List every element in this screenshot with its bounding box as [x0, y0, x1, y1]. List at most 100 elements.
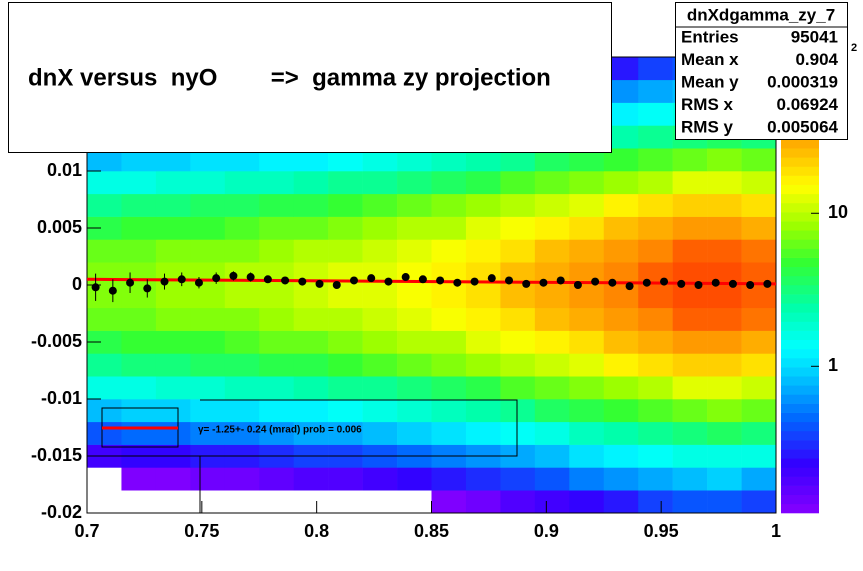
- heatmap-cell: [672, 193, 708, 217]
- heatmap-cell: [293, 421, 329, 445]
- heatmap-cell: [259, 467, 294, 491]
- heatmap-cell: [293, 239, 329, 263]
- heatmap-cell: [534, 171, 570, 195]
- heatmap-cell: [603, 193, 639, 217]
- color-band: [781, 312, 819, 322]
- stats-label: Mean x: [681, 50, 739, 69]
- heatmap-cell: [121, 307, 157, 331]
- heatmap-cell: [87, 148, 122, 172]
- color-band: [781, 476, 819, 486]
- heatmap-cell: [259, 376, 294, 400]
- heatmap-cell: [638, 490, 673, 514]
- color-band: [781, 175, 819, 185]
- heatmap-cell: [259, 216, 294, 240]
- legend-frame: [87, 399, 518, 457]
- heatmap-cell: [259, 353, 294, 377]
- heatmap-cell: [362, 307, 398, 331]
- color-band: [781, 230, 819, 240]
- heatmap-cell: [293, 467, 329, 491]
- heatmap-cell: [328, 285, 363, 309]
- heatmap-cell: [87, 216, 122, 240]
- heatmap-cell: [707, 193, 742, 217]
- stats-value: 0.904: [795, 50, 838, 69]
- heatmap-cell: [259, 148, 294, 172]
- heatmap-cell: [190, 193, 226, 217]
- heatmap-cell: [741, 193, 777, 217]
- heatmap-cell: [741, 490, 777, 514]
- profile-point: [505, 276, 514, 285]
- heatmap-cell: [672, 148, 708, 172]
- heatmap-cell: [672, 399, 708, 423]
- heatmap-cell: [155, 353, 191, 377]
- heatmap-cell: [465, 239, 501, 263]
- heatmap-cell: [603, 399, 639, 423]
- heatmap-cell: [534, 467, 570, 491]
- heatmap-cell: [431, 399, 467, 423]
- heatmap-cell: [500, 193, 536, 217]
- color-band: [781, 458, 819, 468]
- heatmap-cell: [500, 490, 536, 514]
- heatmap-cell: [741, 444, 777, 468]
- heatmap-cell: [603, 353, 639, 377]
- heatmap-cell: [569, 421, 605, 445]
- heatmap-cell: [190, 239, 226, 263]
- color-band: [781, 285, 819, 295]
- heatmap-cell: [500, 353, 536, 377]
- heatmap-cell: [190, 376, 226, 400]
- heatmap-cell: [638, 399, 673, 423]
- heatmap-cell: [741, 353, 777, 377]
- heatmap-cell: [672, 171, 708, 195]
- heatmap-cell: [190, 421, 226, 445]
- heatmap-cell: [224, 330, 260, 354]
- heatmap-cell: [672, 444, 708, 468]
- heatmap-cell: [121, 216, 157, 240]
- stats-value: 95041: [791, 27, 838, 46]
- profile-point: [349, 276, 358, 285]
- heatmap-cell: [431, 421, 467, 445]
- heatmap-cell: [328, 330, 363, 354]
- heatmap-cell: [259, 307, 294, 331]
- color-band: [781, 321, 819, 331]
- heatmap-cell: [465, 193, 501, 217]
- heatmap-cell: [672, 307, 708, 331]
- heatmap-cell: [603, 376, 639, 400]
- heatmap-cell: [155, 330, 191, 354]
- heatmap-cell: [707, 444, 742, 468]
- heatmap-cell: [707, 216, 742, 240]
- profile-point: [436, 276, 445, 285]
- color-band: [781, 239, 819, 249]
- profile-point: [367, 274, 376, 283]
- heatmap-cell: [224, 193, 260, 217]
- color-band: [781, 275, 819, 286]
- heatmap-cell: [465, 216, 501, 240]
- heatmap-cell: [190, 148, 226, 172]
- color-band: [781, 148, 819, 158]
- heatmap-cell: [707, 421, 742, 445]
- heatmap-cell: [707, 490, 742, 514]
- profile-point: [608, 278, 617, 287]
- heatmap-cell: [638, 285, 673, 309]
- heatmap-cell: [707, 171, 742, 195]
- profile-point: [229, 271, 238, 280]
- chart-title: dnX versus nyO => gamma zy projection: [28, 64, 551, 91]
- heatmap-cell: [362, 376, 398, 400]
- profile-point: [298, 277, 307, 286]
- heatmap-cell: [431, 216, 467, 240]
- heatmap-cell: [603, 307, 639, 331]
- profile-point: [263, 275, 272, 284]
- heatmap-cell: [155, 285, 191, 309]
- heatmap-cell: [121, 399, 157, 423]
- profile-point: [728, 279, 737, 288]
- heatmap-cell: [121, 353, 157, 377]
- heatmap-cell: [87, 353, 122, 377]
- heatmap-cell: [603, 148, 639, 172]
- heatmap-cell: [87, 171, 122, 195]
- color-band: [781, 367, 819, 377]
- heatmap-cell: [569, 399, 605, 423]
- heatmap-cell: [465, 285, 501, 309]
- heatmap-cell: [224, 216, 260, 240]
- heatmap-cell: [465, 467, 501, 491]
- heatmap-cell: [155, 171, 191, 195]
- heatmap-cell: [190, 307, 226, 331]
- color-band: [781, 348, 819, 359]
